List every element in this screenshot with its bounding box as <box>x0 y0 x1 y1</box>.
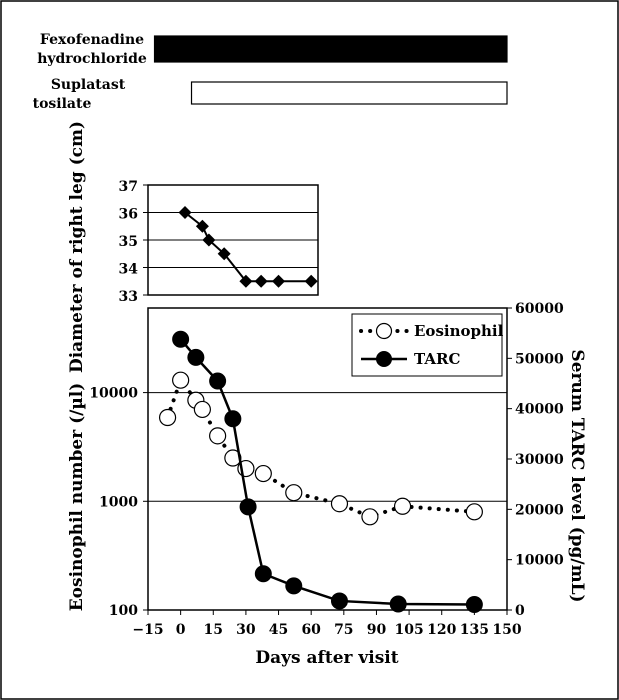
eosinophil-point <box>393 497 412 515</box>
x-tick-label: 60 <box>301 622 321 638</box>
legend-eosinophil-label: Eosinophil <box>414 322 504 340</box>
x-tick-label: 15 <box>204 622 223 638</box>
leg-diameter-point <box>178 206 192 219</box>
leg-y-tick-label: 34 <box>119 262 139 278</box>
eosinophil-point <box>285 484 303 502</box>
tarc-point <box>209 372 227 390</box>
right-y-tick-label: 20000 <box>515 502 564 518</box>
leg-diameter-point <box>272 274 286 288</box>
left-y-tick-label: 1000 <box>99 494 138 510</box>
x-tick-label: 120 <box>427 622 456 638</box>
tarc-point <box>172 330 190 348</box>
leg-diameter-point <box>239 274 253 288</box>
right-y-tick-label: 0 <box>515 603 525 619</box>
tarc-point <box>187 348 205 366</box>
drug-label-suplatast-line2: tosilate <box>33 96 92 112</box>
tarc-point <box>389 595 407 613</box>
timeline-bar-suplatast <box>190 81 508 105</box>
drug-label-suplatast-line1: Suplatast <box>51 77 126 93</box>
eosinophil-axis-label: Eosinophil number (/µl) <box>67 383 87 612</box>
tarc-point <box>465 595 483 613</box>
legend: Eosinophil TARC <box>351 313 504 377</box>
x-tick-label: 45 <box>269 622 288 638</box>
tarc-point <box>239 498 257 516</box>
tarc-point <box>224 410 242 428</box>
eosinophil-line <box>165 376 477 519</box>
leg-diameter-point <box>217 247 231 261</box>
eosinophil-point <box>193 400 211 419</box>
leg-diameter-point <box>304 274 318 288</box>
leg-diameter-panel: 37 36 35 34 33 <box>119 179 319 305</box>
right-y-tick-label: 10000 <box>515 553 564 569</box>
eosinophil-point <box>254 464 272 483</box>
leg-y-tick-label: 33 <box>119 289 138 305</box>
tarc-point <box>254 565 272 583</box>
x-tick-label: 30 <box>236 622 256 638</box>
tarc-point <box>285 577 303 595</box>
leg-diameter-axis-label: Diameter of right leg (cm) <box>67 121 87 373</box>
left-y-tick-label: 100 <box>109 603 138 619</box>
legend-tarc-marker <box>376 351 392 367</box>
x-tick-label: 135 <box>460 622 489 638</box>
leg-diameter-point <box>202 233 216 247</box>
legend-eosinophil-marker <box>375 322 393 340</box>
right-y-tick-label: 60000 <box>515 301 564 317</box>
leg-diameter-point <box>254 274 268 288</box>
legend-box <box>351 313 503 377</box>
leg-y-tick-label: 37 <box>119 179 138 195</box>
treatment-timeline: Fexofenadine hydrochloride Suplatast tos… <box>33 32 508 112</box>
eosinophil-point <box>172 371 190 389</box>
eosinophil-point <box>465 503 483 521</box>
x-tick-label: 75 <box>334 622 353 638</box>
right-y-tick-label: 40000 <box>515 402 564 418</box>
leg-diameter-point <box>195 219 209 233</box>
legend-tarc-label: TARC <box>414 350 460 368</box>
eosinophil-point <box>330 495 349 513</box>
left-y-tick-label: 10000 <box>89 386 138 402</box>
eosinophil-point <box>209 427 227 445</box>
x-axis-label: Days after visit <box>255 648 398 668</box>
leg-y-tick-label: 35 <box>119 234 138 250</box>
tarc-line <box>179 338 475 606</box>
timeline-bar-fexofenadine <box>153 35 508 63</box>
eosinophil-tarc-panel: 10000 1000 100 60000 50000 40000 30000 20000 100… <box>89 301 564 638</box>
x-tick-label: 150 <box>492 622 521 638</box>
drug-label-fexofenadine-line1: Fexofenadine <box>40 32 144 48</box>
right-y-tick-label: 30000 <box>515 452 564 468</box>
x-tick-label: 0 <box>176 622 186 638</box>
x-tick-label: 105 <box>394 622 423 638</box>
eosinophil-point <box>361 508 379 526</box>
eosinophil-point <box>158 408 177 427</box>
tarc-axis-label: Serum TARC level (pg/mL) <box>567 349 587 602</box>
tarc-point <box>330 592 348 610</box>
right-y-tick-label: 50000 <box>515 351 564 367</box>
leg-y-tick-label: 36 <box>119 207 138 223</box>
x-tick-label: 90 <box>367 622 387 638</box>
drug-label-fexofenadine-line2: hydrochloride <box>37 51 147 67</box>
x-tick-label: −15 <box>132 622 163 638</box>
